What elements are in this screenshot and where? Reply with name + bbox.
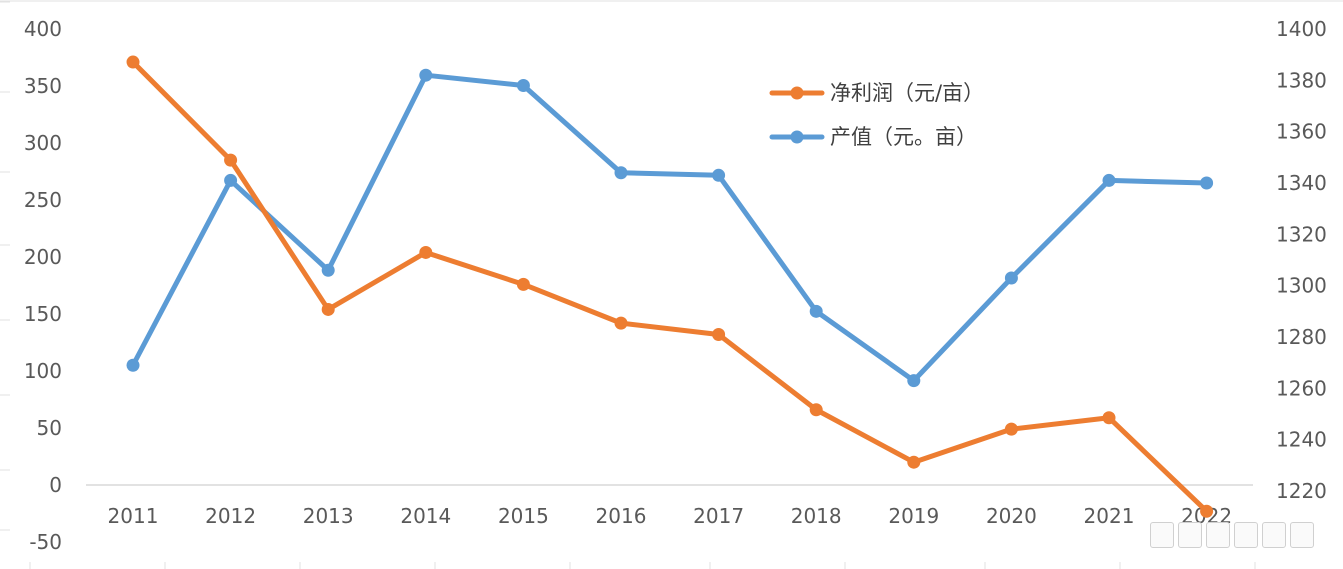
axes: -50 0 50 100 150 200 250 300 350 400 1220 1240 1260 1… [24, 17, 1327, 554]
data-point [224, 153, 238, 167]
y-right-tick-label: 1280 [1276, 325, 1327, 349]
data-point [321, 302, 335, 316]
y-right-tick-label: 1360 [1276, 120, 1327, 144]
legend-label-output-value: 产值（元。亩） [830, 125, 977, 149]
data-point [126, 55, 140, 69]
x-tick-label: 2016 [596, 504, 647, 528]
y-right-tick-label: 1220 [1276, 479, 1327, 503]
x-tick-label: 2013 [303, 504, 354, 528]
y-right-tick-label: 1340 [1276, 171, 1327, 195]
series-line [130, 59, 1210, 514]
data-point [809, 304, 823, 318]
x-tick-label: 2015 [498, 504, 549, 528]
x-tick-label: 2014 [400, 504, 451, 528]
data-point [712, 168, 726, 182]
y-left-tick-label: 400 [24, 17, 62, 41]
data-point [419, 245, 433, 259]
data-point [321, 263, 335, 277]
legend-item-net-profit: 净利润（元/亩） [769, 81, 984, 105]
y-left-tick-label: 100 [24, 359, 62, 383]
y-left-tick-label: 50 [37, 416, 62, 440]
x-tick-label: 2019 [888, 504, 939, 528]
legend-label-net-profit: 净利润（元/亩） [830, 81, 984, 105]
data-point [516, 277, 530, 291]
data-point [1004, 271, 1018, 285]
x-tick-label: 2021 [1084, 504, 1135, 528]
x-tick-label: 2018 [791, 504, 842, 528]
x-tick-label: 2017 [693, 504, 744, 528]
x-tick-label: 2011 [108, 504, 159, 528]
data-point [712, 328, 726, 342]
y-left-tick-label: 300 [24, 131, 62, 155]
y-right-tick-label: 1300 [1276, 274, 1327, 298]
y-right-tick-label: 1260 [1276, 376, 1327, 400]
y-right-tick-label: 1400 [1276, 17, 1327, 41]
series-lines [126, 55, 1214, 518]
data-point [907, 374, 921, 388]
data-point [1102, 411, 1116, 425]
x-tick-label: 2020 [986, 504, 1037, 528]
y-left-tick-label: 200 [24, 245, 62, 269]
series-output-value [126, 68, 1214, 388]
data-point [1102, 173, 1116, 187]
data-point [614, 166, 628, 180]
y-left-tick-label: 150 [24, 302, 62, 326]
data-point [1004, 422, 1018, 436]
data-point [809, 403, 823, 417]
series-net-profit [126, 55, 1214, 518]
data-point [1200, 176, 1214, 190]
data-point [224, 173, 238, 187]
y-right-tick-label: 1240 [1276, 428, 1327, 452]
y-right-tick-label: 1380 [1276, 68, 1327, 92]
x-tick-label: 2012 [205, 504, 256, 528]
y-left-tick-label: 350 [24, 74, 62, 98]
watermark-logo [1150, 522, 1330, 552]
legend: 净利润（元/亩） 产值（元。亩） [769, 81, 984, 149]
y-left-tick-label: -50 [29, 530, 62, 554]
data-point [614, 316, 628, 330]
data-point [907, 455, 921, 469]
series-line [130, 72, 1210, 384]
data-point [419, 68, 433, 82]
legend-item-output-value: 产值（元。亩） [769, 125, 977, 149]
data-point [516, 78, 530, 92]
y-left-tick-label: 0 [49, 473, 62, 497]
y-right-tick-label: 1320 [1276, 222, 1327, 246]
data-point [126, 358, 140, 372]
data-point [1200, 504, 1214, 518]
y-left-tick-label: 250 [24, 188, 62, 212]
